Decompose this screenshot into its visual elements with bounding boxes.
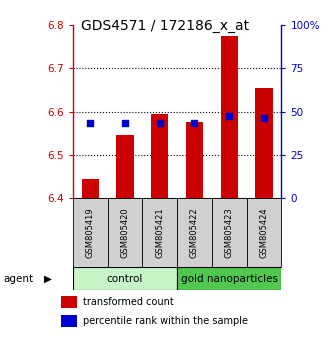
- Bar: [247, 198, 281, 267]
- Bar: [108, 198, 142, 267]
- Bar: [151, 114, 168, 198]
- Bar: [73, 198, 108, 267]
- Text: GDS4571 / 172186_x_at: GDS4571 / 172186_x_at: [81, 19, 250, 34]
- Point: [192, 120, 197, 126]
- Point: [87, 120, 93, 126]
- Bar: [255, 88, 273, 198]
- Text: gold nanoparticles: gold nanoparticles: [181, 274, 278, 284]
- Text: transformed count: transformed count: [83, 297, 174, 307]
- Point: [261, 115, 266, 121]
- Text: GSM805419: GSM805419: [86, 207, 95, 258]
- Text: agent: agent: [3, 274, 33, 284]
- Text: GSM805423: GSM805423: [225, 207, 234, 258]
- Text: GSM805422: GSM805422: [190, 207, 199, 258]
- Bar: [142, 198, 177, 267]
- Text: ▶: ▶: [44, 274, 52, 284]
- Text: GSM805421: GSM805421: [155, 207, 164, 258]
- Bar: [116, 135, 134, 198]
- Bar: [212, 198, 247, 267]
- Bar: [61, 315, 76, 327]
- Bar: [220, 36, 238, 198]
- Text: GSM805420: GSM805420: [120, 207, 129, 258]
- Bar: [73, 267, 177, 290]
- Bar: [177, 267, 281, 290]
- Text: control: control: [107, 274, 143, 284]
- Point: [226, 113, 232, 119]
- Bar: [177, 198, 212, 267]
- Point: [122, 120, 128, 126]
- Point: [157, 120, 162, 126]
- Text: GSM805424: GSM805424: [260, 207, 268, 258]
- Bar: [186, 122, 203, 198]
- Bar: [61, 296, 76, 308]
- Bar: [81, 179, 99, 198]
- Text: percentile rank within the sample: percentile rank within the sample: [83, 316, 248, 326]
